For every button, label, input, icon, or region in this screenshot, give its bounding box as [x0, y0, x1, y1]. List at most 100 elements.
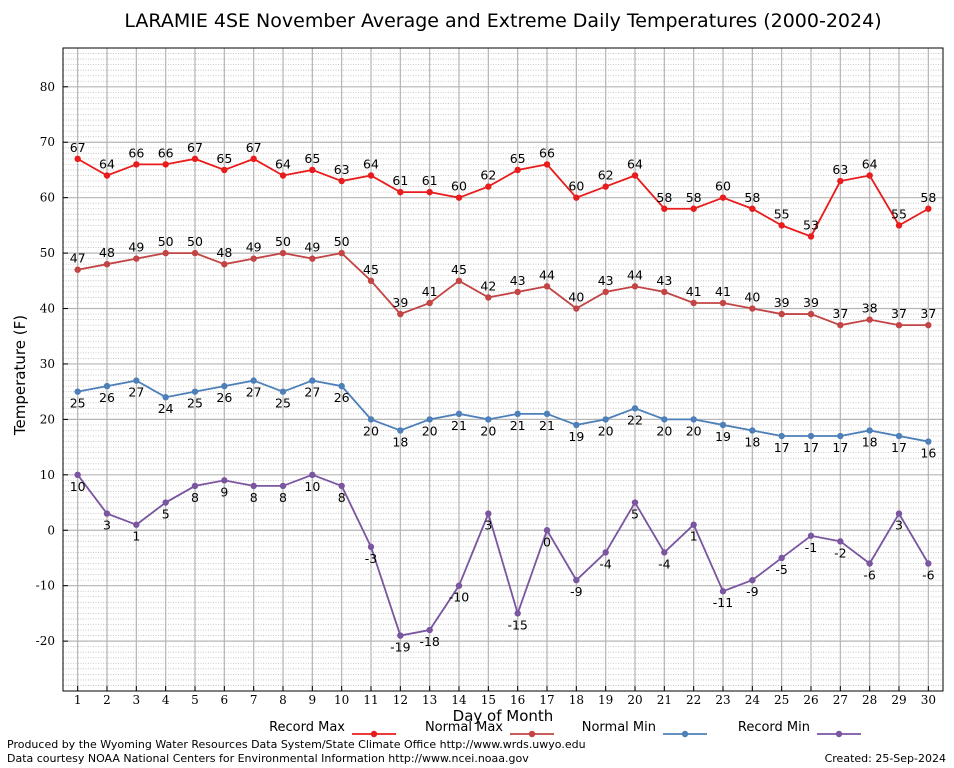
x-tick-label: 30 [921, 693, 936, 707]
record-min-point [778, 554, 785, 562]
record-max-point [602, 183, 609, 190]
normal-max-data-label: 40 [568, 290, 584, 305]
record-min-point [485, 510, 492, 517]
record-min-data-label: -19 [390, 640, 410, 655]
normal-max-point [250, 255, 257, 262]
x-tick-label: 20 [627, 693, 642, 707]
record-min-point [191, 482, 199, 490]
y-axis-label: Temperature (F) [11, 315, 29, 436]
record-max-point [162, 161, 169, 168]
y-tick-label: 10 [40, 468, 55, 482]
normal-min-data-label: 18 [744, 434, 760, 449]
normal-max-data-label: 44 [627, 267, 643, 282]
x-tick-label: 12 [393, 693, 408, 707]
record-min-point [397, 632, 404, 639]
normal-max-point [602, 288, 609, 296]
x-tick-label: 11 [363, 693, 378, 707]
normal-min-line [77, 379, 929, 443]
x-tick-label: 3 [133, 693, 141, 707]
record-max-point [250, 155, 257, 163]
chart-title: LARAMIE 4SE November Average and Extreme… [124, 10, 881, 32]
record-max-point [455, 194, 463, 201]
record-max-point [338, 177, 345, 185]
normal-min-point [573, 421, 580, 429]
record-min-point [807, 532, 815, 539]
x-tick-label: 27 [833, 693, 848, 707]
normal-max-data-label: 47 [70, 251, 86, 266]
normal-max-point [133, 255, 140, 262]
normal-min-data-label: 26 [334, 390, 350, 405]
record-max-point [514, 166, 521, 174]
record-max-point [133, 161, 140, 168]
normal-max-data-label: 45 [451, 262, 467, 277]
chart-series [74, 155, 932, 639]
x-tick-label: 28 [862, 693, 877, 707]
normal-max-point [514, 288, 521, 296]
record-max-data-label: 55 [774, 206, 790, 221]
record-min-data-label: 8 [279, 490, 287, 505]
normal-min-data-label: 25 [70, 396, 86, 411]
x-tick-label: 6 [221, 693, 229, 707]
record-min-point [455, 582, 463, 589]
record-min-point [661, 549, 668, 556]
record-max-point [573, 194, 580, 201]
record-max-data-label: 60 [568, 179, 584, 194]
record-min-data-label: 5 [162, 507, 170, 522]
normal-min-data-label: 27 [246, 385, 262, 400]
record-max-point [221, 166, 228, 174]
record-max-data-label: 65 [510, 151, 526, 166]
record-max-data-label: 67 [187, 140, 203, 155]
legend-label-normal-min: Normal Min [582, 720, 656, 735]
record-min-point [925, 560, 932, 567]
normal-min-data-label: 20 [656, 423, 672, 438]
normal-min-point [895, 432, 903, 440]
normal-min-data-label: 16 [920, 446, 936, 461]
record-min-data-label: 3 [484, 518, 492, 533]
normal-min-data-label: 22 [627, 412, 643, 427]
y-tick-label: 40 [40, 302, 55, 316]
normal-min-data-label: 20 [363, 423, 379, 438]
normal-min-data-label: 20 [598, 423, 614, 438]
record-max-point [631, 172, 639, 179]
normal-min-point [661, 416, 668, 423]
normal-max-point [895, 321, 903, 329]
footer-data-courtesy: Data courtesy NOAA National Centers for … [7, 752, 529, 765]
normal-min-point [426, 416, 433, 423]
normal-max-data-label: 37 [891, 306, 907, 321]
record-min-point [514, 610, 521, 617]
legend-marker-record-max [370, 730, 378, 738]
record-min-point [309, 471, 316, 479]
record-max-point [426, 188, 433, 196]
record-max-point [807, 233, 815, 240]
record-min-data-label: -9 [746, 584, 759, 599]
record-max-point [191, 155, 199, 163]
normal-min-point [602, 416, 609, 423]
normal-max-point [749, 305, 756, 312]
normal-min-data-label: 21 [539, 418, 555, 433]
x-tick-label: 9 [309, 693, 317, 707]
record-min-data-label: 8 [338, 490, 346, 505]
normal-min-point [719, 421, 727, 429]
normal-max-data-label: 49 [128, 240, 144, 255]
y-tick-label: 50 [40, 246, 55, 260]
normal-min-point [455, 410, 463, 418]
record-min-line [76, 473, 930, 637]
record-min-data-label: 8 [191, 490, 199, 505]
normal-min-point [837, 432, 844, 440]
record-max-data-label: 65 [304, 151, 320, 166]
record-max-data-label: 64 [363, 156, 379, 171]
normal-max-point [338, 249, 345, 257]
normal-max-data-label: 44 [539, 267, 555, 282]
normal-min-point [103, 382, 111, 390]
normal-max-point [925, 321, 932, 329]
normal-max-point [397, 310, 404, 318]
normal-min-point [778, 432, 785, 440]
y-tick-label: 80 [40, 80, 55, 94]
record-max-data-label: 58 [656, 190, 672, 205]
normal-max-data-label: 50 [334, 234, 350, 249]
record-max-data-label: 58 [920, 190, 936, 205]
normal-min-point [191, 388, 199, 395]
normal-min-data-label: 25 [187, 396, 203, 411]
legend-marker-normal-max [528, 730, 536, 738]
